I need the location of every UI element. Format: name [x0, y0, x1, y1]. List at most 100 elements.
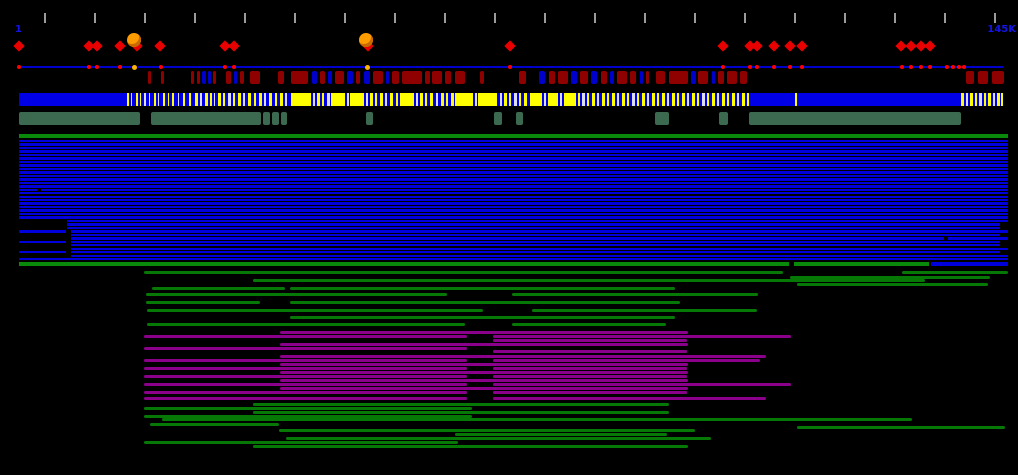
feature-box[interactable]	[386, 71, 389, 84]
alignment-line[interactable]	[280, 343, 688, 346]
variant-diamond-marker[interactable]	[717, 40, 729, 52]
alignment-row[interactable]	[948, 237, 1008, 240]
alignment-line[interactable]	[797, 426, 1005, 429]
variant-diamond-marker[interactable]	[796, 40, 808, 52]
variant-diamond-marker[interactable]	[768, 40, 780, 52]
alignment-row[interactable]	[19, 202, 1008, 205]
variant-diamond-marker[interactable]	[114, 40, 126, 52]
alignment-line[interactable]	[147, 309, 483, 312]
feature-box[interactable]	[425, 71, 430, 84]
feature-box[interactable]	[234, 71, 237, 84]
alignment-line[interactable]	[280, 331, 688, 334]
alignment-row[interactable]	[19, 157, 1008, 160]
alignment-row[interactable]	[19, 178, 1008, 181]
alignment-line[interactable]	[146, 293, 447, 296]
alignment-line[interactable]	[144, 375, 467, 378]
feature-box[interactable]	[718, 71, 724, 84]
alignment-line[interactable]	[147, 323, 465, 326]
alignment-line[interactable]	[144, 359, 467, 362]
alignment-line[interactable]	[280, 355, 766, 358]
alignment-row[interactable]	[19, 146, 1008, 150]
alignment-line[interactable]	[144, 335, 467, 338]
position-dot[interactable]	[87, 65, 91, 69]
region-box[interactable]	[655, 112, 669, 125]
feature-box[interactable]	[250, 71, 260, 84]
region-box[interactable]	[719, 112, 728, 125]
feature-box[interactable]	[992, 71, 1004, 84]
alignment-row[interactable]	[19, 143, 1008, 146]
variant-circle-marker[interactable]	[127, 33, 141, 47]
alignment-line[interactable]	[144, 441, 458, 444]
alignment-line[interactable]	[493, 397, 766, 400]
alignment-line[interactable]	[144, 391, 467, 394]
alignment-line[interactable]	[493, 391, 687, 394]
alignment-row[interactable]	[19, 240, 66, 244]
alignment-row[interactable]	[19, 171, 1008, 174]
region-box[interactable]	[151, 112, 261, 125]
alignment-line[interactable]	[162, 418, 912, 421]
alignment-line[interactable]	[280, 379, 688, 382]
alignment-line[interactable]	[455, 433, 667, 436]
feature-box[interactable]	[208, 71, 211, 84]
alignment-row[interactable]	[41, 188, 1008, 191]
alignment-line[interactable]	[253, 445, 688, 448]
alignment-line[interactable]	[286, 437, 711, 440]
alignment-line[interactable]	[493, 335, 791, 338]
feature-box[interactable]	[213, 71, 216, 84]
feature-box[interactable]	[197, 71, 200, 84]
alignment-row[interactable]	[71, 237, 944, 240]
alignment-row[interactable]	[19, 216, 1008, 219]
feature-box[interactable]	[712, 71, 715, 84]
feature-box[interactable]	[445, 71, 451, 84]
alignment-row[interactable]	[19, 188, 37, 191]
alignment-line[interactable]	[280, 387, 688, 390]
region-box[interactable]	[281, 112, 287, 125]
feature-box[interactable]	[978, 71, 988, 84]
alignment-line[interactable]	[493, 375, 687, 378]
region-box[interactable]	[494, 112, 502, 125]
alignment-bottom-line-blue[interactable]	[931, 262, 1008, 266]
alignment-row[interactable]	[19, 140, 1008, 143]
feature-box[interactable]	[335, 71, 344, 84]
variant-diamond-marker[interactable]	[13, 40, 25, 52]
alignment-row[interactable]	[71, 254, 1008, 257]
alignment-line[interactable]	[512, 323, 666, 326]
variant-diamond-marker[interactable]	[228, 40, 240, 52]
alignment-line[interactable]	[152, 287, 285, 290]
position-dot[interactable]	[748, 65, 752, 69]
feature-box[interactable]	[240, 71, 244, 84]
alignment-line[interactable]	[144, 347, 467, 350]
feature-box[interactable]	[691, 71, 696, 84]
variant-diamond-marker[interactable]	[924, 40, 936, 52]
feature-box[interactable]	[646, 71, 649, 84]
feature-box[interactable]	[601, 71, 607, 84]
alignment-line[interactable]	[493, 339, 687, 342]
feature-box[interactable]	[320, 71, 325, 84]
position-dot[interactable]	[232, 65, 236, 69]
position-dot[interactable]	[17, 65, 21, 69]
alignment-line[interactable]	[290, 316, 675, 319]
alignment-line[interactable]	[144, 383, 467, 386]
alignment-line[interactable]	[144, 271, 783, 274]
position-dot-orange[interactable]	[131, 64, 137, 70]
position-dot[interactable]	[919, 65, 923, 69]
alignment-line[interactable]	[279, 429, 695, 432]
position-dot[interactable]	[159, 65, 163, 69]
position-dot[interactable]	[223, 65, 227, 69]
alignment-line[interactable]	[493, 383, 791, 386]
variant-diamond-marker[interactable]	[154, 40, 166, 52]
feature-box[interactable]	[617, 71, 627, 84]
alignment-line[interactable]	[493, 350, 687, 353]
region-box[interactable]	[19, 112, 140, 125]
alignment-top-line[interactable]	[19, 134, 1008, 138]
region-box[interactable]	[272, 112, 279, 125]
region-box[interactable]	[516, 112, 523, 125]
alignment-row[interactable]	[71, 244, 1000, 247]
alignment-row[interactable]	[19, 153, 1008, 157]
feature-box[interactable]	[610, 71, 614, 84]
alignment-bottom-line[interactable]	[19, 262, 789, 266]
alignment-row[interactable]	[71, 233, 1000, 237]
variant-diamond-marker[interactable]	[504, 40, 516, 52]
alignment-row[interactable]	[67, 219, 1008, 223]
feature-box[interactable]	[312, 71, 317, 84]
